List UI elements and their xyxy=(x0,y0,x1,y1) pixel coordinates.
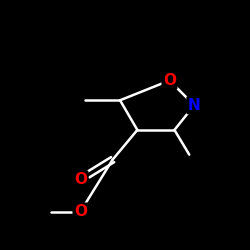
Text: O: O xyxy=(74,172,87,187)
Text: N: N xyxy=(188,98,200,113)
Text: O: O xyxy=(163,73,176,88)
Text: O: O xyxy=(74,204,87,219)
